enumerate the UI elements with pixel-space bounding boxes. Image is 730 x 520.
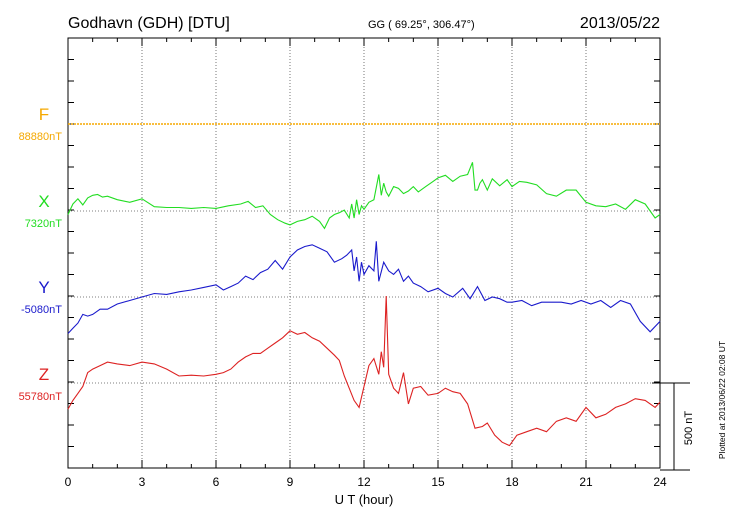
series-baseline-f: 88880nT	[19, 131, 63, 143]
series-baseline-x: 7320nT	[25, 218, 63, 230]
plot-date: 2013/05/22	[580, 15, 660, 32]
scale-bar-label: 500 nT	[683, 411, 695, 446]
x-tick-labels: 0 3 6 9 12 15 18 21 24	[65, 475, 667, 489]
scale-bar: 500 nT	[652, 382, 695, 471]
x-tick-label: 24	[653, 475, 667, 489]
station-title: Godhavn (GDH) [DTU]	[68, 15, 230, 32]
station-coordinates: GG ( 69.25°, 306.47°)	[368, 19, 475, 31]
series-line-x	[67, 162, 661, 230]
x-tick-label: 15	[431, 475, 445, 489]
series-line-z	[67, 295, 661, 447]
plotted-at-note: Plotted at 2013/06/22 02:08 UT	[717, 341, 727, 459]
x-tick-label: 12	[357, 475, 371, 489]
series-baseline-z: 55780nT	[19, 391, 63, 403]
series-labels: F 88880nT X 7320nT Y -5080nT Z 55780nT	[19, 105, 63, 403]
x-tick-label: 0	[65, 475, 72, 489]
axis-ticks	[67, 37, 661, 469]
grid-lines	[68, 38, 660, 468]
x-axis-label: U T (hour)	[335, 492, 394, 507]
series-name-y: Y	[38, 278, 49, 297]
series-lines	[67, 123, 661, 447]
plot-frame	[67, 37, 661, 469]
x-tick-label: 6	[213, 475, 220, 489]
x-tick-label: 21	[579, 475, 593, 489]
series-baseline-y: -5080nT	[21, 304, 62, 316]
x-tick-label: 18	[505, 475, 519, 489]
x-tick-label: 3	[139, 475, 146, 489]
series-line-y	[67, 241, 661, 334]
series-name-x: X	[38, 192, 49, 211]
x-tick-label: 9	[287, 475, 294, 489]
series-name-z: Z	[39, 365, 49, 384]
series-name-f: F	[39, 105, 49, 124]
